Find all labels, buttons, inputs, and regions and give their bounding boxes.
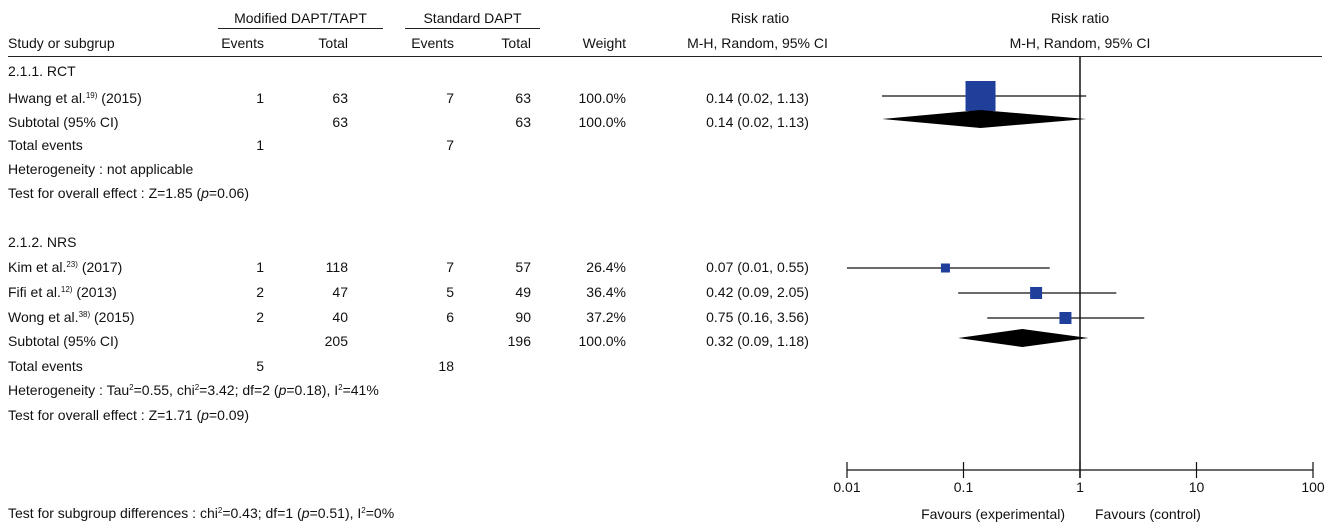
col-total-1-header: Total [318,35,348,51]
subgroup-differences-text: Test for subgroup differences : chi2=0.4… [8,505,395,521]
col-events-1-header: Events [221,35,264,51]
x-tick-label: 1 [1076,479,1084,495]
subtotal-total-1: 63 [332,114,348,130]
total-1: 63 [332,90,348,106]
study-marker [1030,287,1043,299]
overall-effect-text: Test for overall effect : Z=1.71 (p=0.09… [8,407,249,423]
total-1: 118 [325,259,348,275]
rr-method-header: M-H, Random, 95% CI [687,35,828,51]
total-2: 49 [515,284,531,300]
subtotal-total-2: 196 [507,333,531,349]
subtotal-total-2: 63 [515,114,531,130]
total-2: 63 [515,90,531,106]
total-2: 90 [515,309,531,325]
favours-control-label: Favours (control) [1095,506,1201,522]
events-1: 1 [256,90,264,106]
overall-effect-text: Test for overall effect : Z=1.85 (p=0.06… [8,185,249,201]
events-2: 6 [446,309,454,325]
events-2: 7 [446,259,454,275]
heterogeneity-text: Heterogeneity : Tau2=0.55, chi2=3.42; df… [8,382,379,398]
total-events-label: Total events [8,137,83,153]
risk-ratio-title: Risk ratio [730,10,790,26]
group2-title: Standard DAPT [423,10,522,26]
study-marker [1059,312,1072,324]
subgroup-title: 2.1.2. NRS [8,234,77,250]
x-tick-label: 10 [1189,479,1205,495]
subgroup-title: 2.1.1. RCT [8,63,76,79]
plot-method-header: M-H, Random, 95% CI [1009,35,1151,51]
study-marker [965,81,996,111]
total-events-2: 7 [446,137,454,153]
subtotal-total-1: 205 [324,333,348,349]
events-2: 5 [446,284,454,300]
group1-underline [218,28,383,29]
risk-ratio-ci: 0.14 (0.02, 1.13) [706,90,809,106]
events-2: 7 [446,90,454,106]
subtotal-weight: 100.0% [578,114,626,130]
total-1: 40 [332,309,348,325]
study-name: Hwang et al.19) (2015) [8,90,142,106]
group2-underline [405,28,540,29]
col-total-2-header: Total [501,35,531,51]
weight: 36.4% [586,284,626,300]
group1-title: Modified DAPT/TAPT [234,10,367,26]
x-tick-label: 0.1 [954,479,974,495]
subtotal-weight: 100.0% [578,333,626,349]
x-tick-label: 0.01 [833,479,860,495]
risk-ratio-ci: 0.75 (0.16, 3.56) [706,309,809,325]
study-name: Wong et al.38) (2015) [8,309,135,325]
x-tick-label: 100 [1301,479,1325,495]
weight: 100.0% [578,90,626,106]
study-name: Fifi et al.12) (2013) [8,284,117,300]
total-1: 47 [332,284,348,300]
plot-title: Risk ratio [1050,10,1110,26]
weight: 37.2% [586,309,626,325]
study-name: Kim et al.23) (2017) [8,259,123,275]
subtotal-diamond [882,110,1087,128]
favours-experimental-label: Favours (experimental) [921,506,1065,522]
weight: 26.4% [586,259,626,275]
subtotal-ci: 0.14 (0.02, 1.13) [706,114,809,130]
col-weight-header: Weight [582,35,626,51]
risk-ratio-ci: 0.42 (0.09, 2.05) [706,284,809,300]
study-marker [940,263,950,273]
total-events-1: 1 [256,137,264,153]
total-2: 57 [515,259,531,275]
total-events-2: 18 [438,358,454,374]
subtotal-label: Subtotal (95% CI) [8,114,119,130]
subtotal-diamond [958,329,1089,347]
col-study-header: Study or subgrup [8,35,115,51]
subtotal-label: Subtotal (95% CI) [8,333,119,349]
subtotal-ci: 0.32 (0.09, 1.18) [706,333,809,349]
col-events-2-header: Events [411,35,454,51]
events-1: 2 [256,309,264,325]
risk-ratio-ci: 0.07 (0.01, 0.55) [706,259,809,275]
header-rule [8,56,1322,57]
total-events-1: 5 [256,358,264,374]
heterogeneity-text: Heterogeneity : not applicable [8,161,194,177]
events-1: 1 [256,259,264,275]
events-1: 2 [256,284,264,300]
total-events-label: Total events [8,358,83,374]
